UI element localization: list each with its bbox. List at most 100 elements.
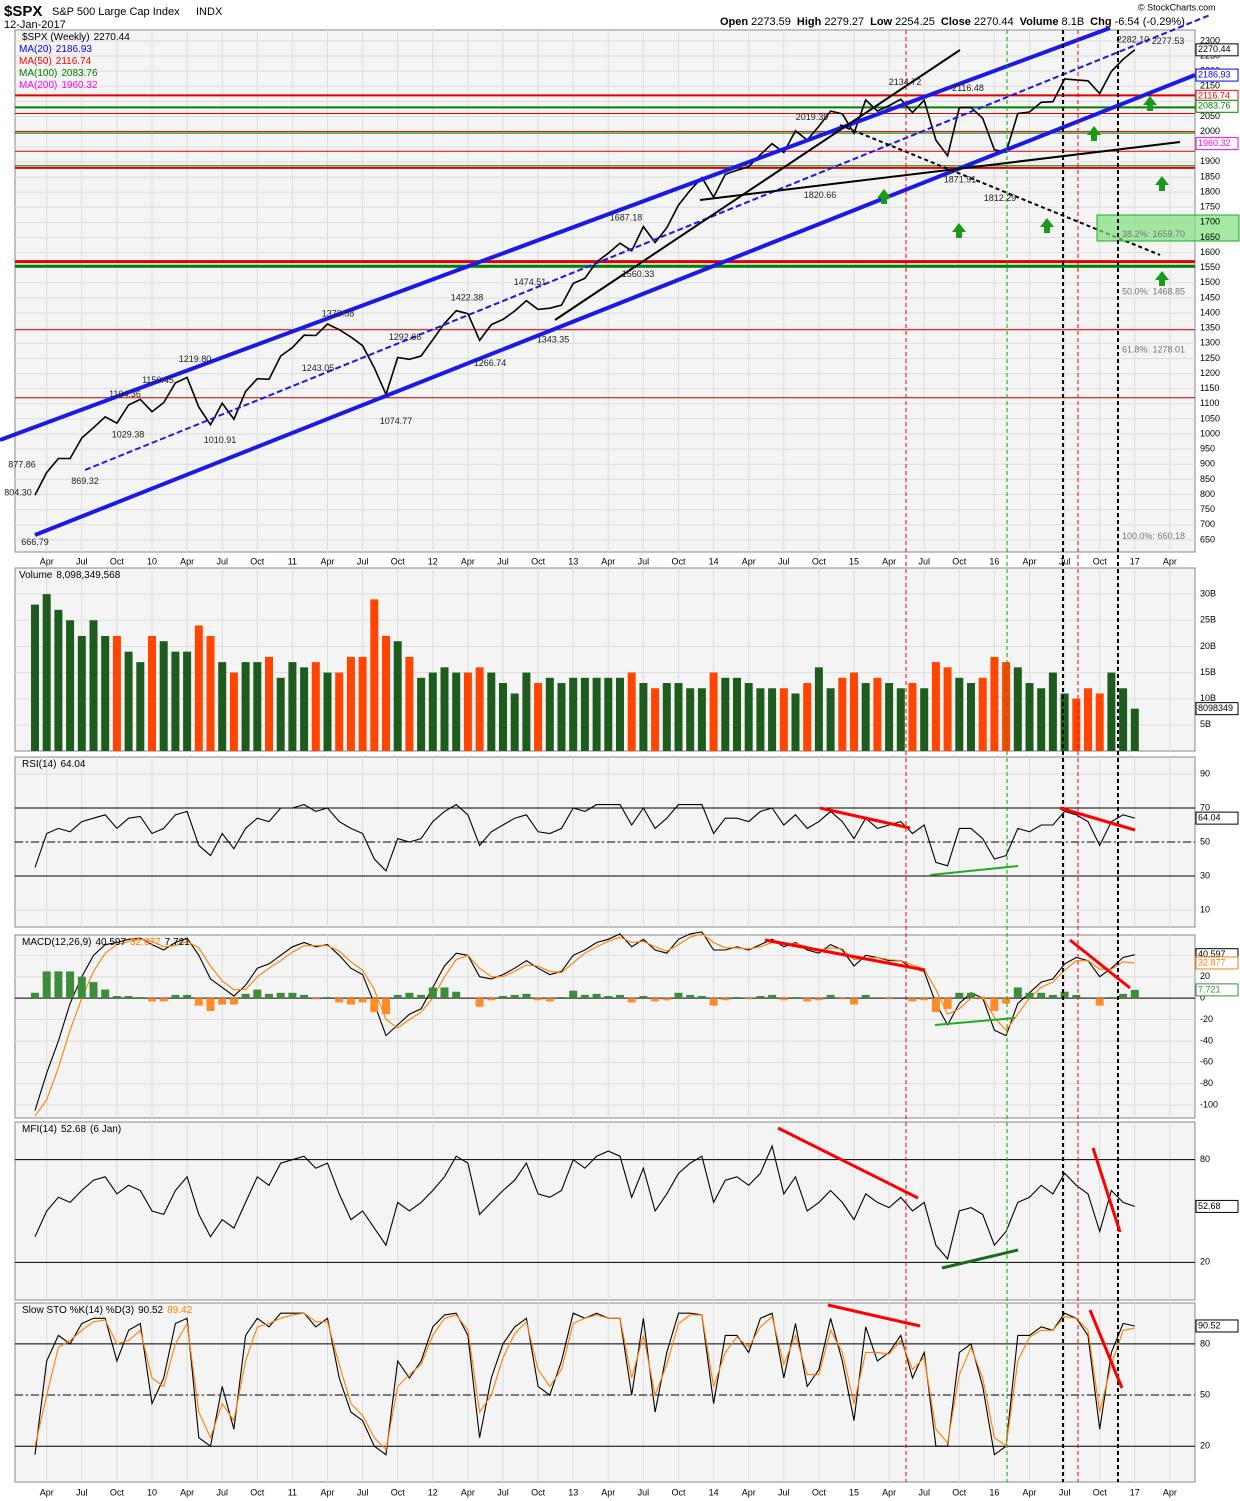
price-annotation: 1871.91	[944, 175, 977, 185]
panel	[14, 1302, 1196, 1483]
bar	[1037, 688, 1046, 751]
y-tick-label: 2150	[1200, 81, 1220, 91]
bar	[346, 656, 355, 751]
x-tick-label: Jul	[778, 1487, 790, 1497]
y-tick-label: 1750	[1200, 202, 1220, 212]
bar	[522, 993, 531, 999]
copyright: © StockCharts.com	[1138, 2, 1216, 12]
price-annotation: 1029.38	[112, 430, 145, 440]
bar	[768, 994, 777, 999]
y-tick-label: 50	[1200, 836, 1210, 846]
x-tick-label: Jul	[1059, 556, 1071, 566]
x-tick-label: Oct	[391, 1487, 406, 1497]
y-tick-label: 1450	[1200, 292, 1220, 302]
arrow	[877, 189, 891, 204]
bar	[931, 998, 940, 1013]
bar	[136, 997, 145, 999]
fib-zone	[1096, 214, 1240, 242]
bar	[733, 997, 741, 999]
y-tick-label: 1250	[1200, 353, 1220, 363]
bar	[1048, 672, 1057, 751]
y-tick-label: 1200	[1200, 368, 1220, 378]
legend-value: 52.68	[61, 1124, 86, 1135]
bar	[1013, 667, 1022, 751]
bar	[323, 997, 332, 999]
bar	[1013, 987, 1022, 999]
bar	[417, 994, 426, 999]
bar	[452, 672, 461, 751]
bar	[896, 688, 905, 751]
bar	[463, 672, 472, 751]
y-tick-label: 1800	[1200, 186, 1220, 196]
y-tick-label: 950	[1200, 444, 1215, 454]
x-tick-label: 14	[709, 1487, 719, 1497]
quote-value: 2254.25	[895, 16, 935, 28]
ma-name: MA(20)	[19, 44, 52, 55]
bar	[265, 656, 273, 751]
bar	[838, 677, 847, 751]
bar	[1107, 672, 1116, 751]
bar	[592, 677, 601, 751]
bar	[229, 672, 238, 751]
x-tick-label: Oct	[671, 1487, 686, 1497]
ma-value: 2186.93	[56, 44, 93, 55]
bar	[77, 635, 86, 751]
bar	[475, 667, 484, 751]
quote-value: 8.1B	[1062, 16, 1085, 28]
bar	[709, 998, 718, 1006]
x-tick-label: Apr	[882, 1487, 896, 1497]
bar	[171, 651, 180, 751]
bar	[522, 672, 531, 751]
series-line	[34, 1312, 1135, 1451]
price-annotation: 1074.77	[380, 416, 413, 426]
bar	[89, 982, 98, 999]
y-tick-label: 20	[1200, 971, 1210, 981]
quote-value: -6.54 (-0.29%)	[1115, 16, 1185, 28]
bar	[826, 994, 835, 999]
bar	[955, 677, 964, 751]
fib-label: 100.0%: 660.18	[1122, 531, 1185, 541]
bar	[721, 998, 730, 1001]
bar	[814, 998, 823, 1001]
legend-value: 32.877	[130, 937, 161, 948]
bar	[510, 693, 519, 751]
fib-label: 38.2%: 1659.70	[1122, 229, 1185, 239]
bar	[779, 688, 788, 751]
y-tick-label: 800	[1200, 489, 1215, 499]
ma-name: MA(100)	[19, 68, 57, 79]
value-tag-label: 40.597	[1198, 949, 1226, 959]
x-tick-label: Jul	[497, 1487, 509, 1497]
y-tick-label: 1100	[1200, 398, 1219, 408]
bar	[1048, 994, 1057, 999]
bar	[768, 688, 777, 751]
x-tick-label: 17	[1130, 556, 1140, 566]
bar	[487, 998, 496, 1001]
bar	[990, 656, 999, 751]
bar	[405, 656, 414, 751]
price-annotation: 1150.45	[142, 375, 174, 385]
legend-name: MACD(12,26,9)	[22, 937, 91, 948]
y-tick-label: 1500	[1200, 277, 1220, 287]
value-tag	[1195, 1319, 1239, 1333]
price-annotation: 1474.51	[514, 277, 547, 287]
quote-label: Close	[941, 16, 971, 28]
y-tick-label: 2050	[1200, 111, 1220, 121]
bar	[1130, 989, 1139, 999]
legend-value: 90.52	[138, 1305, 163, 1316]
bar	[77, 976, 86, 999]
y-tick-label: 30	[1200, 870, 1210, 880]
value-tag	[1195, 956, 1239, 970]
bar	[931, 662, 940, 751]
bar	[253, 662, 262, 751]
arrow	[1040, 218, 1054, 233]
bar	[697, 688, 706, 751]
price-annotation: 869.32	[71, 476, 99, 486]
y-tick-label: 1150	[1200, 383, 1219, 393]
x-tick-label: 15	[849, 1487, 859, 1497]
y-tick-label: 700	[1200, 519, 1215, 529]
x-tick-label: Apr	[180, 556, 194, 566]
bar	[405, 992, 414, 999]
x-tick-label: Oct	[531, 1487, 546, 1497]
bar	[779, 998, 788, 1001]
